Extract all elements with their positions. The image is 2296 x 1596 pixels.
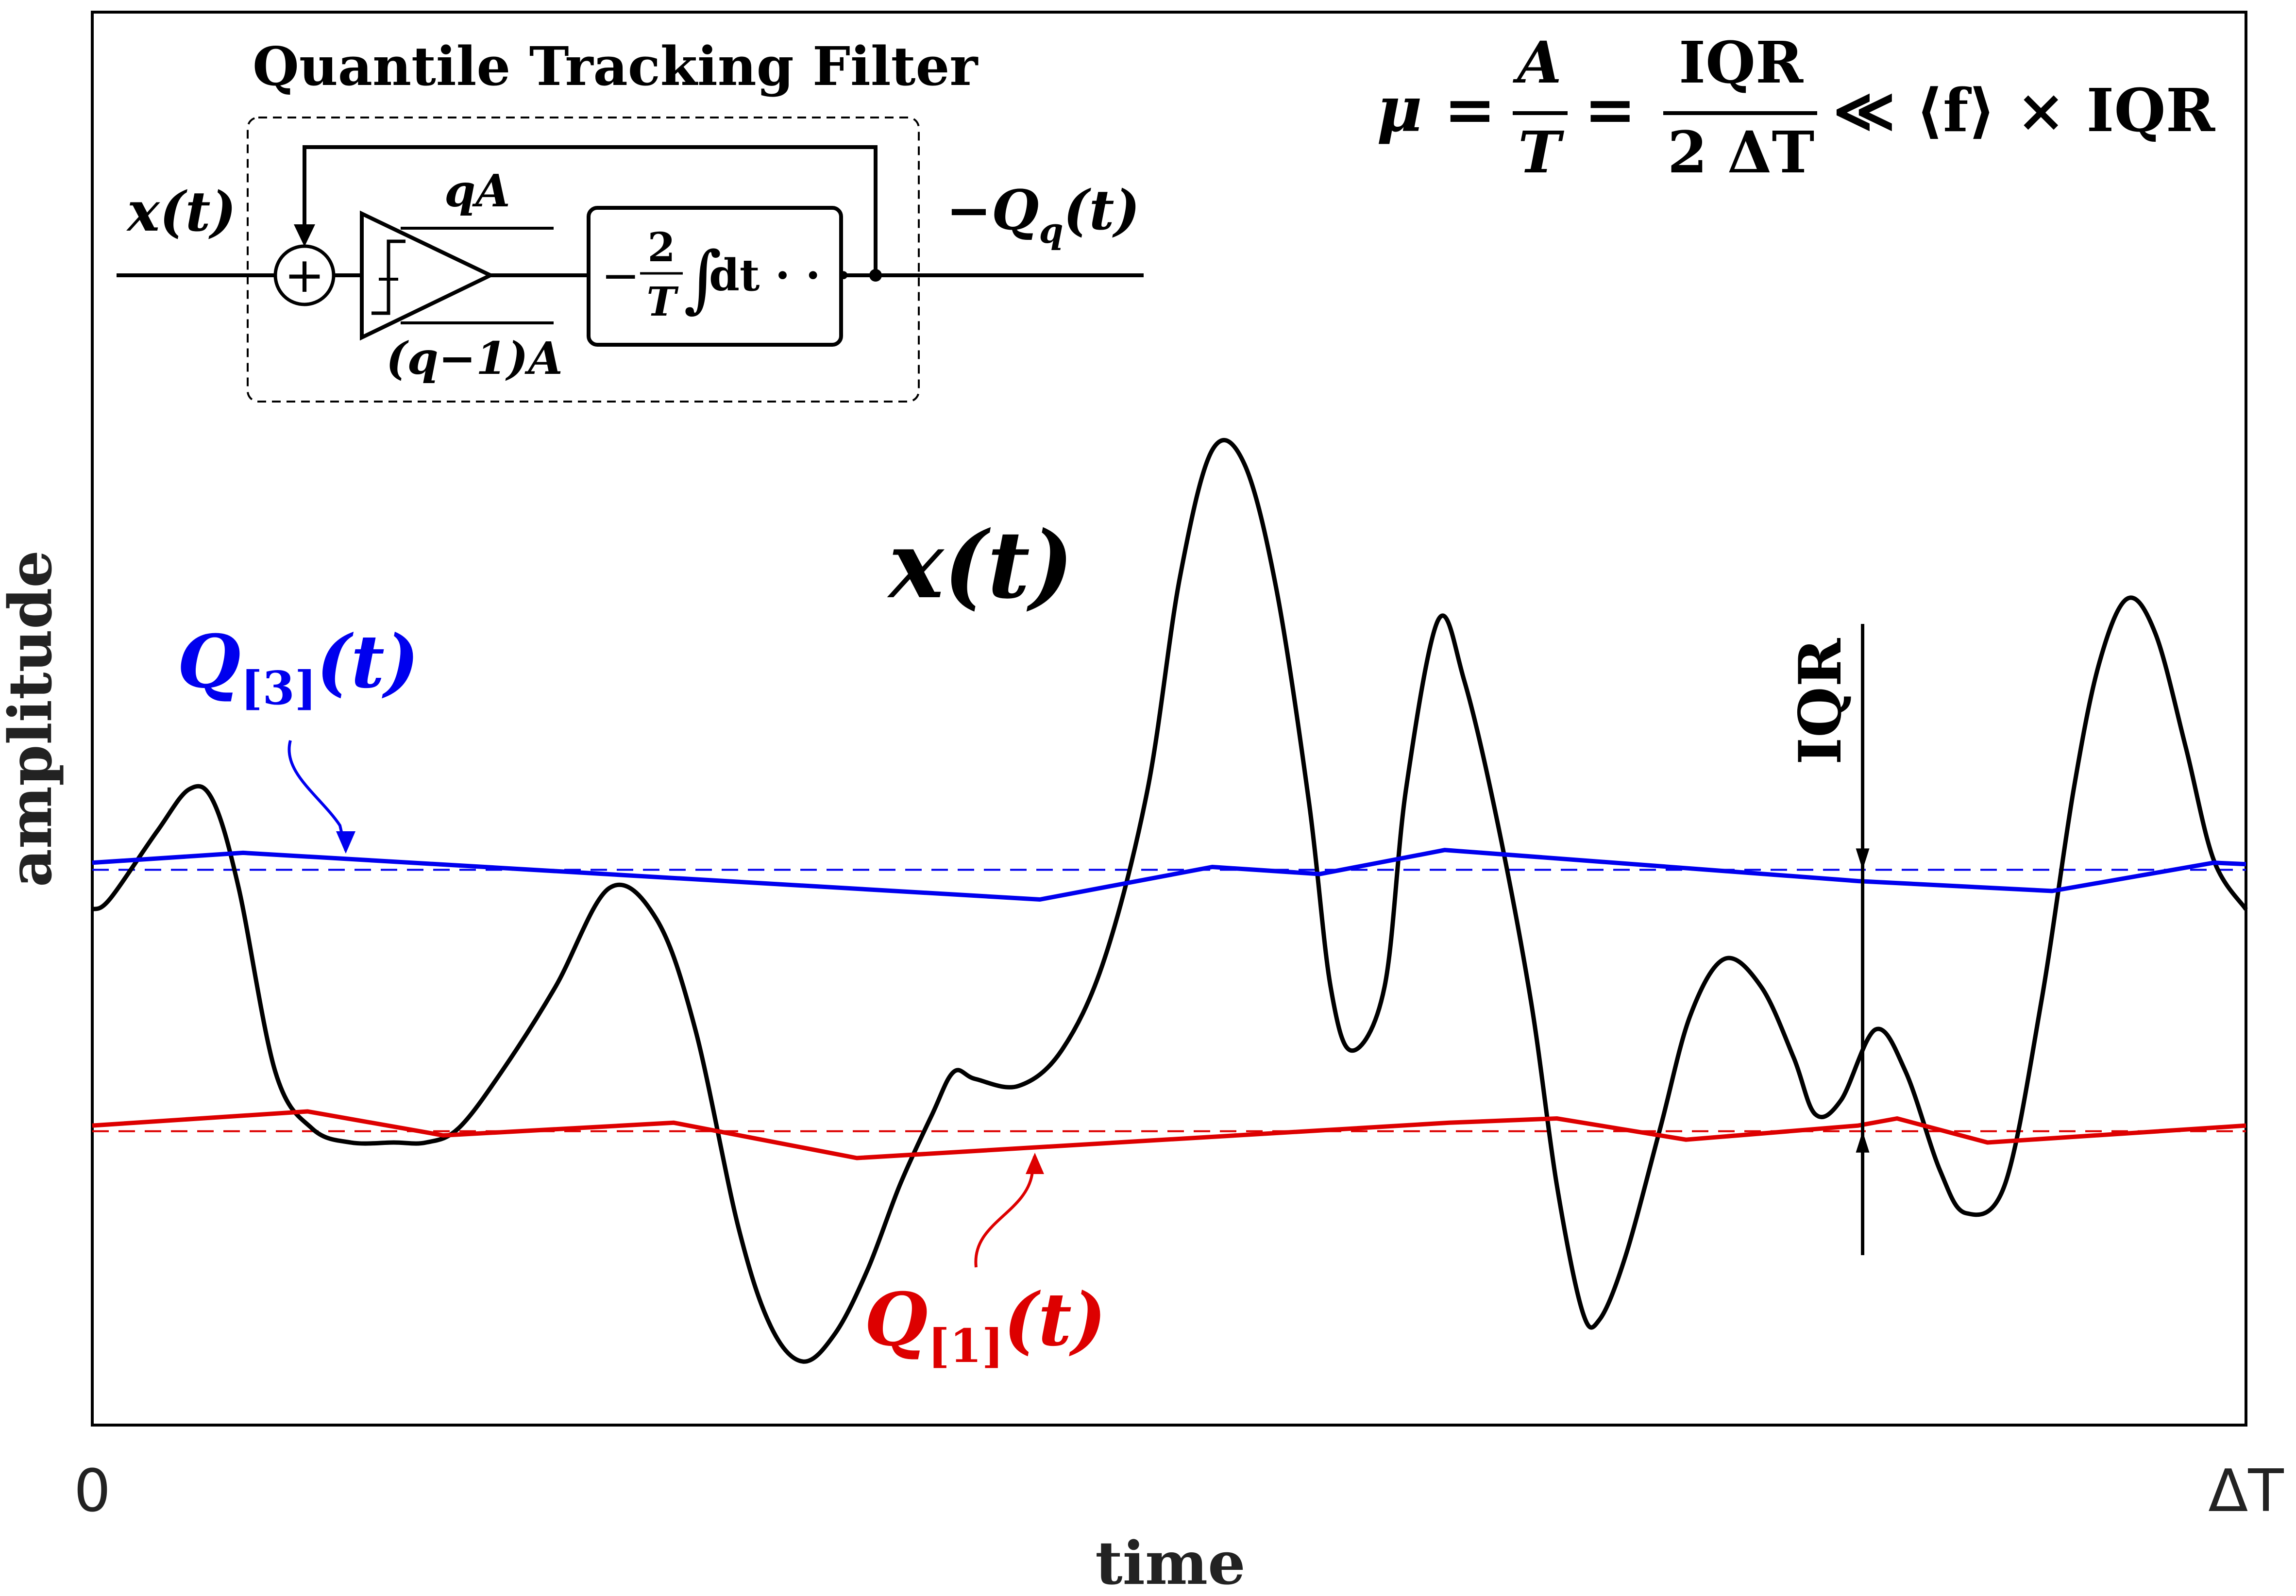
integral-sign: ∫ [684,236,722,321]
equation-frac2-numerator: IQR [1679,29,1804,96]
comparator-block [360,210,495,341]
equation-lhs: μ = [1377,73,1496,146]
q3-pointer [287,740,347,851]
equation-frac1-numerator: A [1512,29,1562,96]
q3-pointer-head [336,831,355,854]
integrator-gain-denominator: T [646,279,678,325]
y-axis-label: amplitude [0,550,65,887]
series-group [91,438,2248,1364]
iqr-label: IQR [1786,638,1855,765]
feedback-arrowhead [294,224,315,247]
q3-annotation: Q[3](t) [177,619,419,854]
series-x-t [91,438,2248,1364]
upper-level-label: qA [444,165,510,217]
quantile-reference-lines [92,869,2246,1132]
iqr-arrowhead-top [1856,848,1870,870]
equation-rhs: ≪ ⟨f⟩ × IQR [1833,75,2216,145]
x-axis-label: time [1095,1528,1245,1596]
iqr-marker: IQR [1786,624,1870,1255]
q3-label: Q[3](t) [177,619,419,715]
q1-pointer-head [1026,1153,1044,1174]
plot-frame [91,11,2247,1427]
step-size-equation: μ = A T = IQR 2 ΔT ≪ ⟨f⟩ × IQR [1377,29,2216,186]
input-label: x(t) [126,180,236,244]
filter-boundary [247,117,920,403]
lower-level-label: (q−1)A [386,332,563,385]
x-tick-start: 0 [74,1458,111,1525]
iqr-arrowhead-bottom [1856,1131,1870,1153]
output-label: −Qq(t) [946,179,1140,251]
integrator-gain-numerator: 2 [647,224,675,271]
equation-frac1-denominator: T [1518,118,1564,186]
feedback-path [303,145,878,275]
series-q3 [92,848,2246,902]
series-q1 [92,1109,2246,1160]
x-tick-end: ΔT [2208,1458,2284,1525]
q1-pointer [974,1156,1036,1268]
q1-label: Q[1](t) [864,1277,1106,1373]
integrator-body: dt · · · [709,250,851,301]
sum-symbol: + [284,247,325,303]
equation-frac2-denominator: 2 ΔT [1668,118,1815,186]
quantile-tracking-filter-diagram: Quantile Tracking Filter + qA (q−1)A − 2… [117,35,1144,403]
equation-equals: = [1584,73,1636,146]
q1-annotation: Q[1](t) [864,1153,1106,1373]
signal-label: x(t) [887,511,1074,619]
integrator-sign: − [601,249,640,302]
diagram-title: Quantile Tracking Filter [253,35,979,98]
comparator-step-icon [371,239,405,315]
